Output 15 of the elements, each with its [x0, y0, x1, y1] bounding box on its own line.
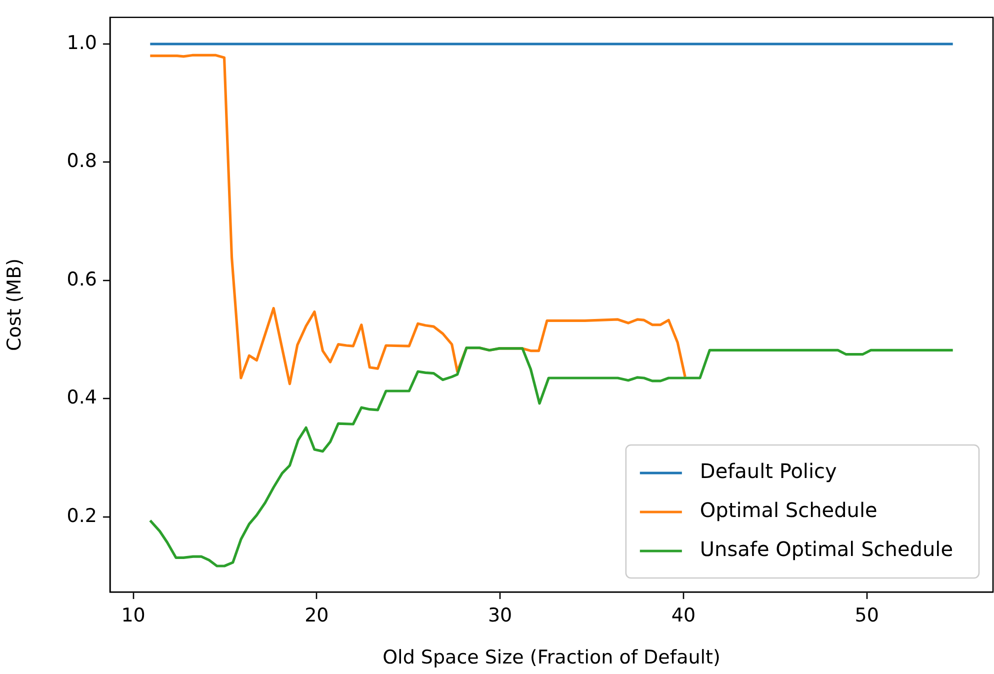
x-tick-label: 10: [121, 604, 146, 626]
y-tick-label: 0.8: [66, 150, 97, 172]
y-tick-label: 1.0: [66, 32, 97, 54]
x-tick-label: 20: [304, 604, 329, 626]
y-tick-label: 0.4: [66, 386, 97, 409]
x-tick-label: 50: [854, 604, 879, 626]
y-tick-label: 0.2: [66, 504, 97, 527]
y-tick-label: 0.6: [66, 268, 97, 290]
legend-label: Unsafe Optimal Schedule: [700, 537, 954, 562]
legend-label: Default Policy: [700, 459, 838, 484]
x-tick-label: 40: [671, 604, 696, 626]
legend-label: Optimal Schedule: [700, 498, 878, 522]
x-axis-title: Old Space Size (Fraction of Default): [382, 646, 720, 669]
y-axis-title: Cost (MB): [3, 258, 26, 351]
x-tick-label: 30: [488, 604, 512, 626]
